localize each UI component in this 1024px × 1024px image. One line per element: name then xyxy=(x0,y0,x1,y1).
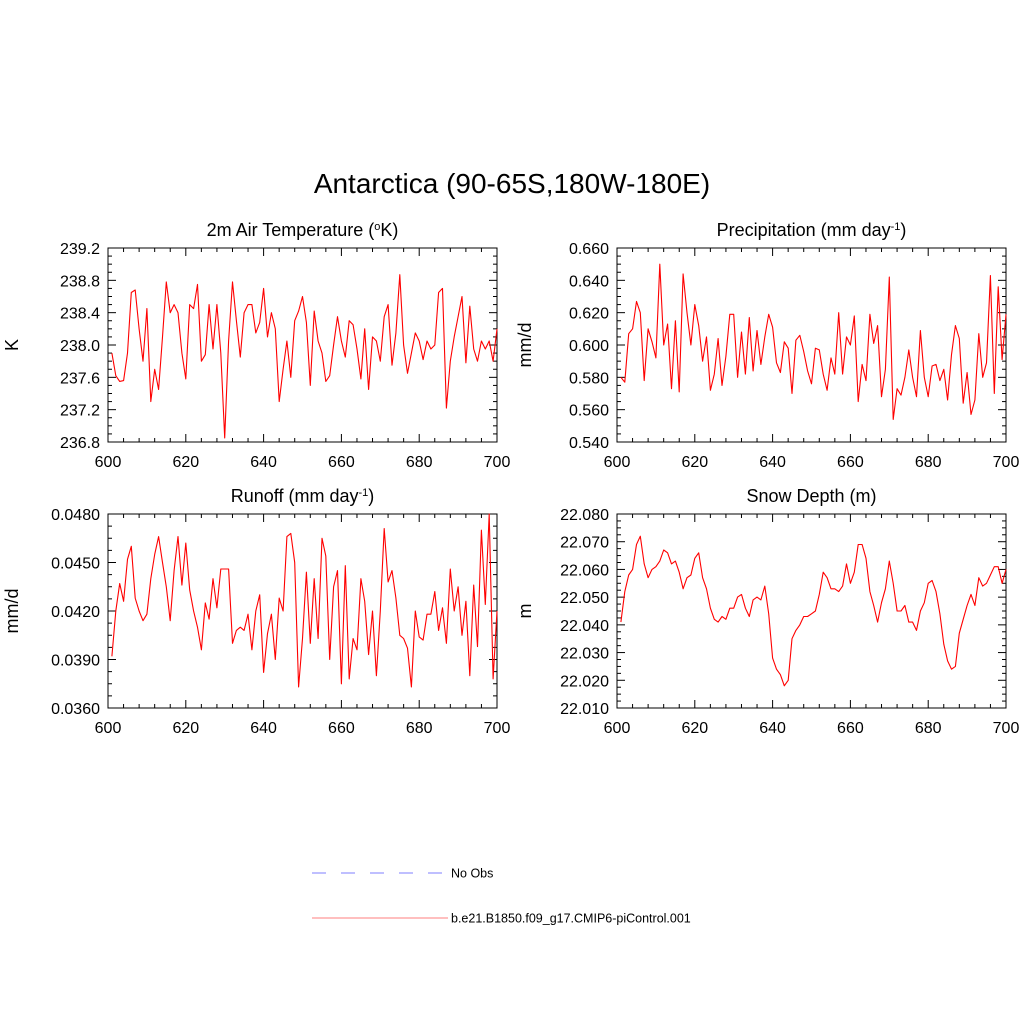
y-tick-label: 0.0360 xyxy=(51,701,100,718)
legend: No Obs b.e21.B1850.f09_g17.CMIP6-piContr… xyxy=(312,867,691,926)
panels: 2m Air Temperature (oK)600 620 640 660 680 70… xyxy=(2,220,1019,737)
y-tick-label: 22.020 xyxy=(560,673,609,690)
plot-frame xyxy=(616,513,1007,709)
y-tick-label: 22.030 xyxy=(560,646,609,663)
y-tick-label: 0.0480 xyxy=(51,507,100,524)
panel-title-superscript: -1 xyxy=(891,221,901,233)
x-tick-label: 680 xyxy=(406,454,433,471)
y-tick-label: 236.8 xyxy=(60,435,100,452)
y-tick-label: 22.050 xyxy=(560,590,609,607)
x-tick-label: 680 xyxy=(915,720,942,737)
x-tick-label: 660 xyxy=(328,454,355,471)
plot-frame xyxy=(107,513,498,709)
legend-label-obs: No Obs xyxy=(451,867,493,881)
series-line-1 xyxy=(620,263,1007,420)
y-tick-label: 22.010 xyxy=(560,701,609,718)
y-tick-label: 239.2 xyxy=(60,241,100,258)
panel-title-superscript: -1 xyxy=(358,487,368,499)
series-line-1 xyxy=(111,274,498,439)
legend-label-model: b.e21.B1850.f09_g17.CMIP6-piControl.001 xyxy=(451,912,691,926)
panel-title-end: K) xyxy=(380,220,398,240)
x-tick-label: 620 xyxy=(172,454,199,471)
x-tick-label: 660 xyxy=(328,720,355,737)
series-line-1 xyxy=(111,513,498,688)
x-tick-label: 680 xyxy=(406,720,433,737)
y-tick-label: 0.600 xyxy=(569,338,609,355)
y-axis-label: mm/d xyxy=(515,323,535,368)
panel-title-superscript: o xyxy=(374,221,380,233)
y-tick-label: 0.0420 xyxy=(51,604,100,621)
y-axis-label: mm/d xyxy=(2,589,22,634)
y-tick-label: 0.620 xyxy=(569,306,609,323)
x-tick-label: 680 xyxy=(915,454,942,471)
panel-2: Precipitation (mm day-1) 600 620 640 660 680 7… xyxy=(515,220,1019,471)
panel-title: Runoff (mm day-1) xyxy=(231,486,375,506)
x-tick-label: 600 xyxy=(95,454,122,471)
x-tick-label: 700 xyxy=(993,720,1020,737)
y-tick-label: 0.540 xyxy=(569,435,609,452)
y-tick-label: 238.0 xyxy=(60,338,100,355)
y-tick-label: 0.640 xyxy=(569,273,609,290)
x-tick-label: 620 xyxy=(681,454,708,471)
panel-4: Snow Depth (m) 600 620 640 660 680 700 22.010 22… xyxy=(515,486,1019,737)
y-axis-label: m xyxy=(515,604,535,619)
x-tick-label: 620 xyxy=(172,720,199,737)
panel-3: Runoff (mm day-1) 600 620 640 660 680 700 0.036… xyxy=(2,486,510,737)
x-tick-label: 600 xyxy=(604,720,631,737)
y-tick-label: 22.060 xyxy=(560,562,609,579)
x-tick-label: 640 xyxy=(250,454,277,471)
panel-title: Snow Depth (m) xyxy=(746,486,876,506)
y-tick-label: 237.6 xyxy=(60,370,100,387)
figure-title: Antarctica (90-65S,180W-180E) xyxy=(314,168,710,199)
panel-title-end: ) xyxy=(900,220,906,240)
x-tick-label: 660 xyxy=(837,454,864,471)
panel-title: Precipitation (mm day-1) xyxy=(717,220,907,240)
x-tick-label: 700 xyxy=(993,454,1020,471)
panel-title-text: Precipitation (mm day xyxy=(717,220,891,240)
x-tick-label: 600 xyxy=(95,720,122,737)
x-tick-label: 640 xyxy=(250,720,277,737)
y-tick-label: 22.070 xyxy=(560,535,609,552)
panel-title-text: Runoff (mm day xyxy=(231,486,359,506)
y-tick-label: 22.080 xyxy=(560,507,609,524)
panel-title-text: 2m Air Temperature ( xyxy=(207,220,375,240)
y-tick-label: 22.040 xyxy=(560,618,609,635)
y-tick-label: 237.2 xyxy=(60,403,100,420)
y-tick-label: 238.4 xyxy=(60,306,100,323)
x-tick-label: 600 xyxy=(604,454,631,471)
panel-1: 2m Air Temperature (oK) 600 620 640 660 680 70… xyxy=(2,220,510,471)
x-tick-label: 700 xyxy=(484,454,511,471)
x-tick-label: 640 xyxy=(759,454,786,471)
y-axis-label: K xyxy=(2,339,22,351)
x-tick-label: 700 xyxy=(484,720,511,737)
panel-title: 2m Air Temperature (oK) xyxy=(207,220,399,240)
x-tick-label: 660 xyxy=(837,720,864,737)
plot-frame xyxy=(616,247,1007,443)
x-tick-label: 620 xyxy=(681,720,708,737)
y-tick-label: 0.660 xyxy=(569,241,609,258)
series-line-1 xyxy=(620,535,1007,687)
y-tick-label: 0.0390 xyxy=(51,653,100,670)
panel-title-text: Snow Depth (m) xyxy=(746,486,876,506)
plot-frame xyxy=(107,247,498,443)
y-tick-label: 238.8 xyxy=(60,273,100,290)
x-tick-label: 640 xyxy=(759,720,786,737)
y-tick-label: 0.580 xyxy=(569,370,609,387)
panel-title-end: ) xyxy=(368,486,374,506)
y-tick-label: 0.0450 xyxy=(51,556,100,573)
y-tick-label: 0.560 xyxy=(569,403,609,420)
